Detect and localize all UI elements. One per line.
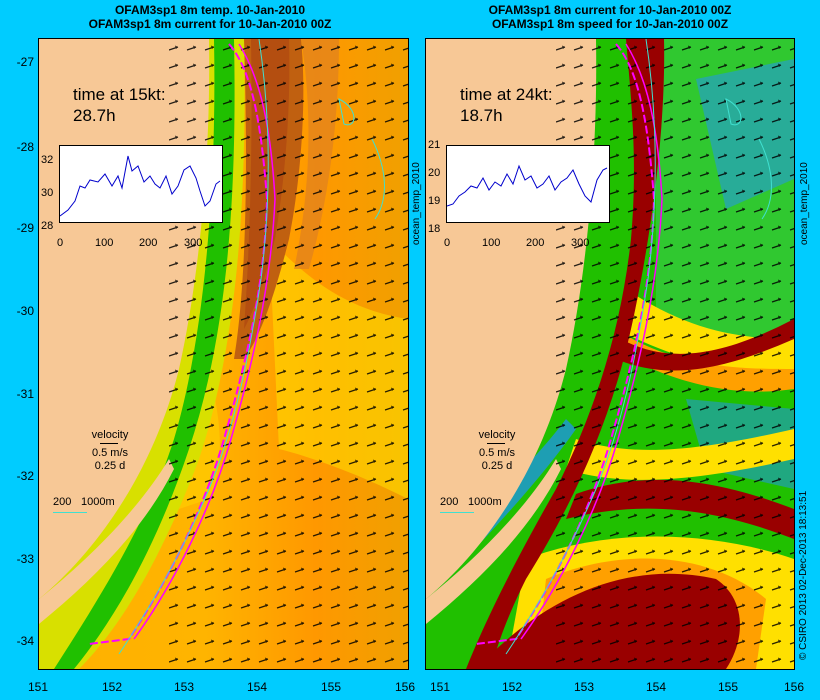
y-tick-label: -32 bbox=[16, 469, 34, 483]
y-tick-label: -30 bbox=[16, 304, 34, 318]
left-inset-ytick: 32 bbox=[41, 154, 54, 166]
left-side-label: ocean_temp_2010 bbox=[411, 162, 422, 245]
left-title-line2: OFAM3sp1 8m current for 10-Jan-2010 00Z bbox=[88, 17, 332, 31]
y-tick-label: -31 bbox=[16, 387, 34, 401]
left-title-line1: OFAM3sp1 8m temp. 10-Jan-2010 bbox=[114, 3, 306, 17]
x-tick-label: 154 bbox=[645, 680, 667, 694]
x-tick-label: 154 bbox=[246, 680, 268, 694]
left-velocity-arrow bbox=[100, 443, 118, 444]
right-inset-ytick: 18 bbox=[428, 223, 441, 235]
left-time-label: time at 15kt: bbox=[73, 85, 166, 104]
right-inset-ytick: 19 bbox=[428, 195, 441, 207]
right-depth-1000: 1000m bbox=[468, 496, 502, 508]
right-side-label: ocean_temp_2010 bbox=[799, 162, 810, 245]
x-tick-label: 156 bbox=[394, 680, 416, 694]
right-velocity-days: 0.25 d bbox=[481, 460, 513, 472]
left-inset-xtick: 200 bbox=[139, 237, 158, 249]
right-inset-ytick: 21 bbox=[428, 139, 441, 151]
right-inset-xtick: 300 bbox=[571, 237, 590, 249]
right-time-label: time at 24kt: bbox=[460, 85, 553, 104]
right-speed-map[interactable]: 21 20 19 18 0 100 200 300 time at 24kt: … bbox=[425, 38, 795, 670]
left-inset-xtick: 300 bbox=[184, 237, 203, 249]
left-temperature-map[interactable]: 32 30 28 0 100 200 300 time at 15kt: 28.… bbox=[38, 38, 409, 670]
left-time-value: 28.7h bbox=[73, 106, 116, 125]
x-tick-label: 151 bbox=[429, 680, 451, 694]
x-tick-label: 155 bbox=[717, 680, 739, 694]
right-time-value: 18.7h bbox=[460, 106, 503, 125]
x-tick-label: 153 bbox=[173, 680, 195, 694]
y-tick-label: -29 bbox=[16, 221, 34, 235]
left-velocity-days: 0.25 d bbox=[94, 460, 126, 472]
y-tick-label: -34 bbox=[16, 634, 34, 648]
x-tick-label: 155 bbox=[320, 680, 342, 694]
x-tick-label: 156 bbox=[783, 680, 805, 694]
right-depth-line bbox=[440, 512, 474, 513]
left-inset-line bbox=[59, 155, 221, 217]
right-inset-line bbox=[446, 164, 608, 207]
right-inset-xtick: 200 bbox=[526, 237, 545, 249]
right-velocity-label: velocity bbox=[478, 429, 516, 441]
left-depth-200: 200 bbox=[53, 496, 72, 508]
left-inset-xtick: 0 bbox=[57, 237, 64, 249]
right-depth-200: 200 bbox=[440, 496, 459, 508]
y-tick-label: -33 bbox=[16, 552, 34, 566]
left-inset-ytick: 30 bbox=[41, 187, 54, 199]
left-velocity-label: velocity bbox=[91, 429, 129, 441]
left-inset-xtick: 100 bbox=[95, 237, 114, 249]
right-inset-xtick: 0 bbox=[444, 237, 451, 249]
right-inset-ytick: 20 bbox=[428, 167, 441, 179]
right-title-line2: OFAM3sp1 8m speed for 10-Jan-2010 00Z bbox=[491, 17, 729, 31]
left-velocity-speed: 0.5 m/s bbox=[91, 447, 129, 459]
right-inset-xtick: 100 bbox=[482, 237, 501, 249]
x-tick-label: 152 bbox=[501, 680, 523, 694]
left-inset-timeseries bbox=[59, 145, 223, 223]
left-depth-1000: 1000m bbox=[81, 496, 115, 508]
temperature-field bbox=[39, 39, 408, 669]
right-velocity-arrow bbox=[487, 443, 505, 444]
left-depth-line bbox=[53, 512, 87, 513]
left-inset-ytick: 28 bbox=[41, 220, 54, 232]
y-tick-label: -27 bbox=[16, 55, 34, 69]
y-tick-label: -28 bbox=[16, 140, 34, 154]
x-tick-label: 151 bbox=[27, 680, 49, 694]
right-velocity-speed: 0.5 m/s bbox=[478, 447, 516, 459]
right-title-line1: OFAM3sp1 8m current for 10-Jan-2010 00Z bbox=[488, 3, 732, 17]
x-tick-label: 153 bbox=[573, 680, 595, 694]
credit-label: © CSIRO 2013 02-Dec-2013 18:13:51 bbox=[798, 490, 809, 660]
speed-field bbox=[426, 39, 794, 669]
right-inset-timeseries bbox=[446, 145, 610, 223]
x-tick-label: 152 bbox=[101, 680, 123, 694]
